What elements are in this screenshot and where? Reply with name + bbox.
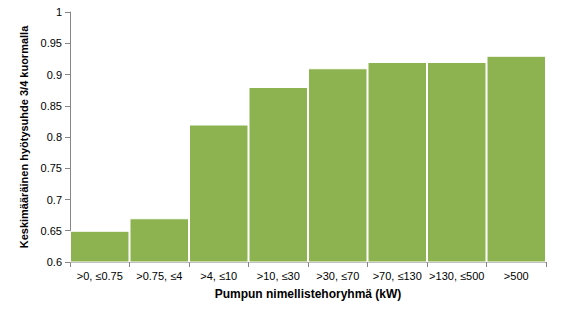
svg-text:0.8: 0.8 (47, 131, 62, 143)
svg-text:0.7: 0.7 (47, 194, 62, 206)
svg-text:>30, ≤70: >30, ≤70 (316, 270, 359, 282)
svg-text:0.75: 0.75 (41, 162, 62, 174)
svg-text:0.85: 0.85 (41, 100, 62, 112)
svg-text:0.6: 0.6 (47, 256, 62, 268)
svg-text:1: 1 (56, 6, 62, 18)
svg-text:>10, ≤30: >10, ≤30 (257, 270, 300, 282)
svg-text:>0, ≤0.75: >0, ≤0.75 (77, 270, 123, 282)
svg-text:>500: >500 (504, 270, 529, 282)
svg-text:>130, ≤500: >130, ≤500 (429, 270, 484, 282)
svg-text:>70, ≤130: >70, ≤130 (373, 270, 422, 282)
svg-text:0.95: 0.95 (41, 37, 62, 49)
svg-text:0.9: 0.9 (47, 69, 62, 81)
svg-text:>0.75, ≤4: >0.75, ≤4 (136, 270, 182, 282)
svg-text:0.65: 0.65 (41, 225, 62, 237)
svg-text:>4, ≤10: >4, ≤10 (200, 270, 237, 282)
svg-text:Keskimääräinen hyötysuhde 3/4: Keskimääräinen hyötysuhde 3/4 kuormalla (18, 25, 30, 248)
svg-text:Pumpun nimellistehoryhmä (kW): Pumpun nimellistehoryhmä (kW) (215, 287, 402, 301)
